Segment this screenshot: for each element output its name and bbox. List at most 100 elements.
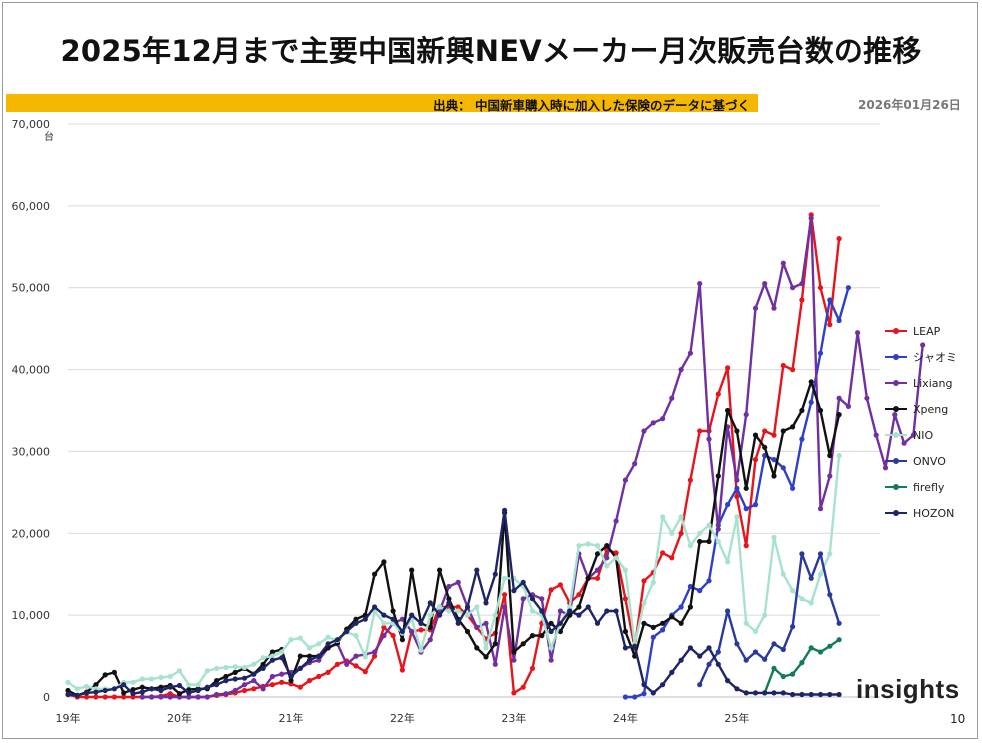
data-point: [511, 588, 517, 594]
data-point: [799, 660, 805, 666]
data-point: [362, 669, 368, 675]
data-point: [799, 407, 805, 414]
data-point: [223, 673, 229, 680]
data-point: [483, 654, 489, 660]
data-point: [687, 350, 694, 356]
series-line: [67, 509, 840, 697]
y-tick-label: 50,000: [12, 282, 51, 295]
data-point: [74, 686, 80, 692]
data-point: [195, 687, 201, 694]
data-point: [437, 604, 443, 610]
data-point: [790, 485, 796, 491]
data-point: [790, 624, 796, 630]
data-point: [669, 555, 675, 561]
data-point: [771, 665, 777, 672]
data-point: [799, 436, 805, 442]
legend-swatch: [885, 482, 907, 492]
chart-legend: LEAP シャオミ Lixiang Xpeng NIO ONVO firefly HOZON: [885, 318, 957, 526]
data-point: [687, 543, 694, 549]
data-point: [297, 653, 303, 659]
data-point: [511, 690, 517, 696]
data-point: [669, 530, 675, 536]
data-point: [725, 559, 731, 565]
data-point: [372, 571, 378, 577]
data-point: [799, 691, 805, 698]
data-point: [808, 600, 814, 606]
data-point: [381, 633, 387, 639]
data-point: [325, 641, 331, 647]
source-text: 出典： 中国新車購入時に加入した保険のデータに基づく: [433, 98, 750, 113]
data-point: [734, 641, 740, 647]
data-point: [158, 674, 164, 681]
data-point: [771, 641, 777, 647]
data-point: [799, 596, 805, 602]
data-point: [622, 477, 629, 483]
data-point: [557, 620, 564, 626]
data-point: [288, 673, 294, 680]
data-point: [780, 646, 786, 653]
data-point: [121, 694, 127, 700]
data-point: [678, 604, 684, 610]
data-point: [864, 395, 870, 401]
data-point: [622, 645, 629, 651]
data-point: [418, 627, 424, 633]
data-point: [93, 689, 99, 695]
data-point: [752, 628, 759, 635]
x-axis-ticks: 19年 20年 21年 22年 23年 24年 25年: [56, 711, 750, 725]
data-point: [715, 649, 721, 655]
legend-item: シャオミ: [885, 344, 957, 370]
data-point: [734, 477, 740, 483]
data-point: [845, 403, 852, 409]
data-point: [446, 608, 452, 614]
data-point: [529, 665, 536, 672]
series-firefly: [762, 637, 842, 696]
legend-item: ONVO: [885, 448, 957, 474]
data-point: [372, 653, 378, 659]
data-point: [827, 592, 833, 598]
data-point: [743, 485, 749, 491]
data-point: [111, 686, 117, 692]
x-tick-label: 25年: [724, 711, 749, 725]
data-point: [743, 620, 749, 626]
data-point: [214, 691, 220, 698]
data-point: [697, 682, 703, 688]
data-point: [251, 661, 257, 667]
data-point: [808, 399, 814, 405]
data-point: [687, 583, 694, 590]
data-point: [381, 559, 387, 565]
data-point: [697, 281, 703, 287]
data-point: [548, 628, 554, 635]
data-point: [660, 416, 666, 422]
legend-label: Lixiang: [913, 376, 953, 390]
data-point: [502, 575, 508, 581]
data-point: [734, 485, 740, 491]
data-point: [817, 285, 824, 291]
data-point: [539, 633, 545, 639]
data-point: [372, 649, 378, 655]
legend-label: シャオミ: [913, 351, 957, 364]
legend-item: firefly: [885, 474, 957, 500]
series-HOZON: [65, 507, 842, 699]
data-point: [827, 322, 833, 328]
data-point: [660, 550, 666, 556]
data-point: [734, 493, 740, 500]
x-tick-label: 22年: [390, 711, 415, 725]
data-point: [641, 600, 647, 606]
data-point: [641, 682, 647, 688]
data-point: [697, 588, 703, 594]
data-point: [687, 645, 694, 651]
y-axis-ticks: 0 10,000 20,000 30,000 40,000 50,000 60,000 70,…: [12, 118, 55, 704]
data-point: [790, 671, 796, 677]
data-point: [752, 649, 759, 655]
series-line: [142, 216, 924, 699]
data-point: [697, 428, 703, 434]
insights-logo: insights: [856, 674, 960, 704]
data-point: [84, 694, 90, 700]
data-point: [725, 502, 731, 508]
data-point: [325, 669, 331, 676]
data-point: [669, 614, 675, 620]
data-point: [260, 655, 266, 661]
data-point: [306, 653, 313, 659]
